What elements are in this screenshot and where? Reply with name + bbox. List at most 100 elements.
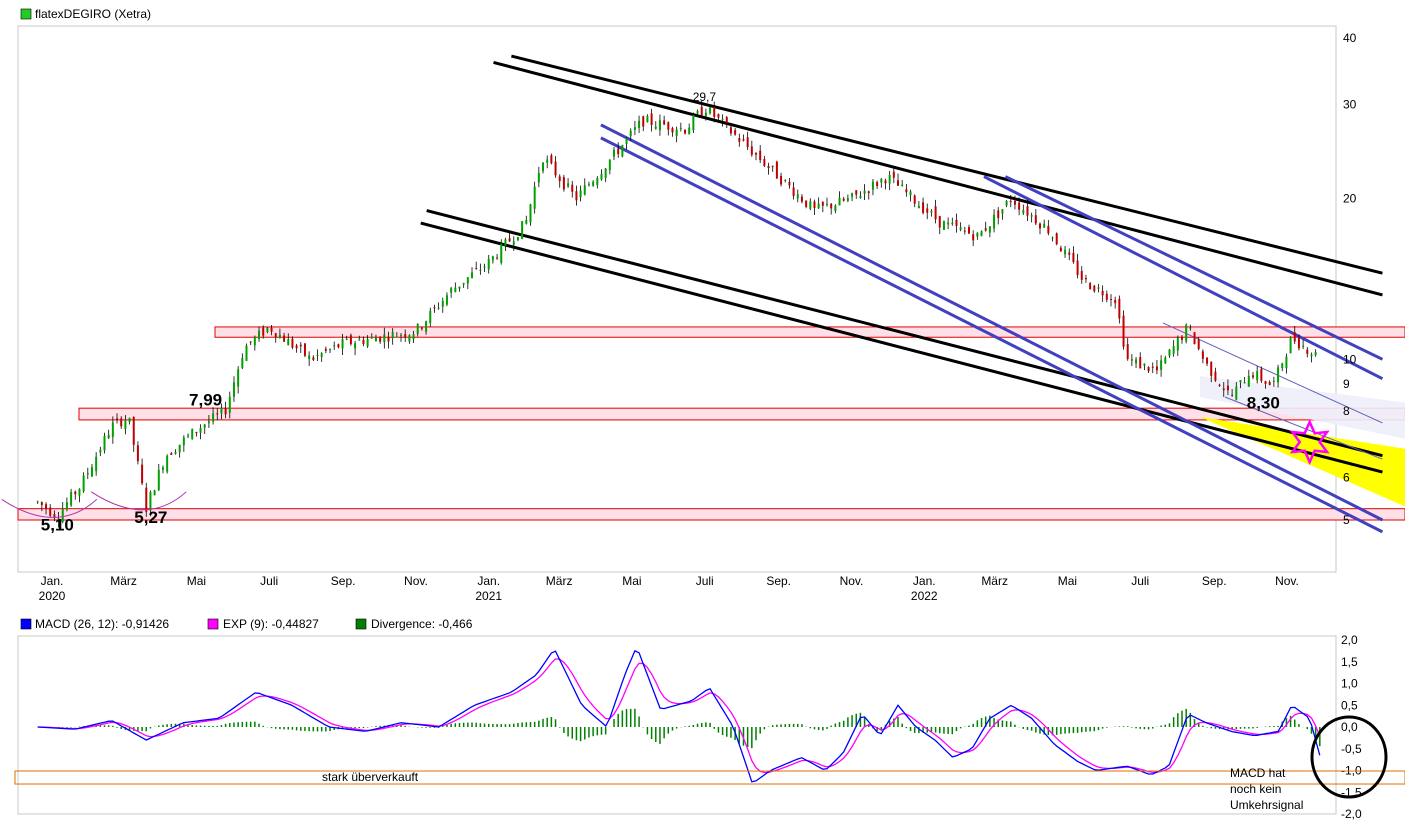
candle-body [145,487,148,512]
candle-body [1243,382,1246,384]
candle-body [1281,363,1284,369]
candle-body [1210,361,1213,376]
trend-line [493,60,1383,297]
candle-body [1293,332,1296,342]
x-tick: Mai [1058,574,1077,588]
candle-body [345,338,348,340]
price-y-tick: 10 [1343,352,1357,366]
candle-body [370,336,373,339]
candle-body [583,185,586,195]
candle-body [729,127,732,134]
candle-body [483,266,486,268]
candle-body [1264,381,1267,384]
candle-body [1222,388,1225,391]
x-tick: Mai [187,574,206,588]
candle-body [805,200,808,207]
candle-body [400,335,403,337]
candle-body [955,219,958,226]
candle-body [600,173,603,180]
divergence-legend-swatch [355,618,367,630]
candle-body [1151,366,1154,368]
candle-body [245,345,248,361]
candle-body [1109,299,1112,301]
trend-line [1224,396,1383,460]
candle-body [759,150,762,161]
candle-body [813,201,816,208]
candle-body [546,159,549,163]
candle-body [880,179,883,183]
candle-body [182,437,185,446]
candle-body [454,287,457,292]
price-y-tick: 8 [1343,404,1350,418]
candle-body [516,237,519,241]
candle-body [153,490,156,496]
candle-body [479,269,482,271]
macd-y-tick: 2,0 [1341,633,1358,647]
candle-body [554,161,557,176]
candle-body [512,241,515,245]
macd-y-tick: 0,0 [1341,720,1358,734]
x-tick: März [546,574,573,588]
candle-body [1105,293,1108,300]
candle-body [976,232,979,237]
candle-body [433,307,436,309]
price-y-axis: 40 30 20 10 9 8 6 5 [1343,31,1357,527]
trend-line [426,209,1383,458]
trend-line [600,136,1384,534]
price-y-tick: 5 [1343,513,1350,527]
candle-body [809,201,812,209]
candle-body [508,238,511,242]
candle-body [938,216,941,228]
candle-body [1076,260,1079,276]
candle-body [333,345,336,347]
candle-body [796,194,799,199]
candle-body [500,243,503,263]
candle-body [1084,278,1087,280]
candle-body [441,300,444,307]
candle-body [972,234,975,241]
candle-body [166,455,169,472]
candle-body [909,191,912,196]
candle-body [283,335,286,342]
candle-body [771,165,774,167]
candle-body [709,107,712,114]
lavender-band [1199,376,1405,439]
x-tick: Mai [622,574,641,588]
candle-body [855,190,858,195]
x-tick: März [110,574,137,588]
x-tick: Jan. [41,574,64,588]
candle-body [74,491,77,495]
candle-body [851,193,854,197]
candle-body [78,488,81,496]
candle-body [270,327,273,332]
candle-body [1277,367,1280,383]
candle-body [1059,247,1062,252]
candle-body [174,452,177,454]
candle-body [445,295,448,305]
candle-body [412,334,415,340]
candle-body [111,422,114,437]
candle-body [1126,344,1129,360]
candle-body [717,114,720,118]
candle-body [49,507,52,516]
trend-line [1004,175,1384,361]
candle-body [128,417,131,422]
macd-y-tick: 1,0 [1341,677,1358,691]
macd-note-line: MACD hat [1230,766,1286,780]
candle-body [1247,376,1250,387]
candle-body [704,112,707,117]
candle-body [1101,290,1104,296]
label-799: 7,99 [189,390,222,409]
candle-body [420,327,423,329]
candle-body [1143,363,1146,366]
candle-body [45,504,48,509]
candle-body [504,239,507,246]
candle-body [157,469,160,491]
x-tick: Juli [260,574,278,588]
candle-body [533,186,536,209]
candle-body [40,501,43,505]
candle-body [638,120,641,129]
candle-body [892,171,895,178]
candle-body [458,286,461,289]
